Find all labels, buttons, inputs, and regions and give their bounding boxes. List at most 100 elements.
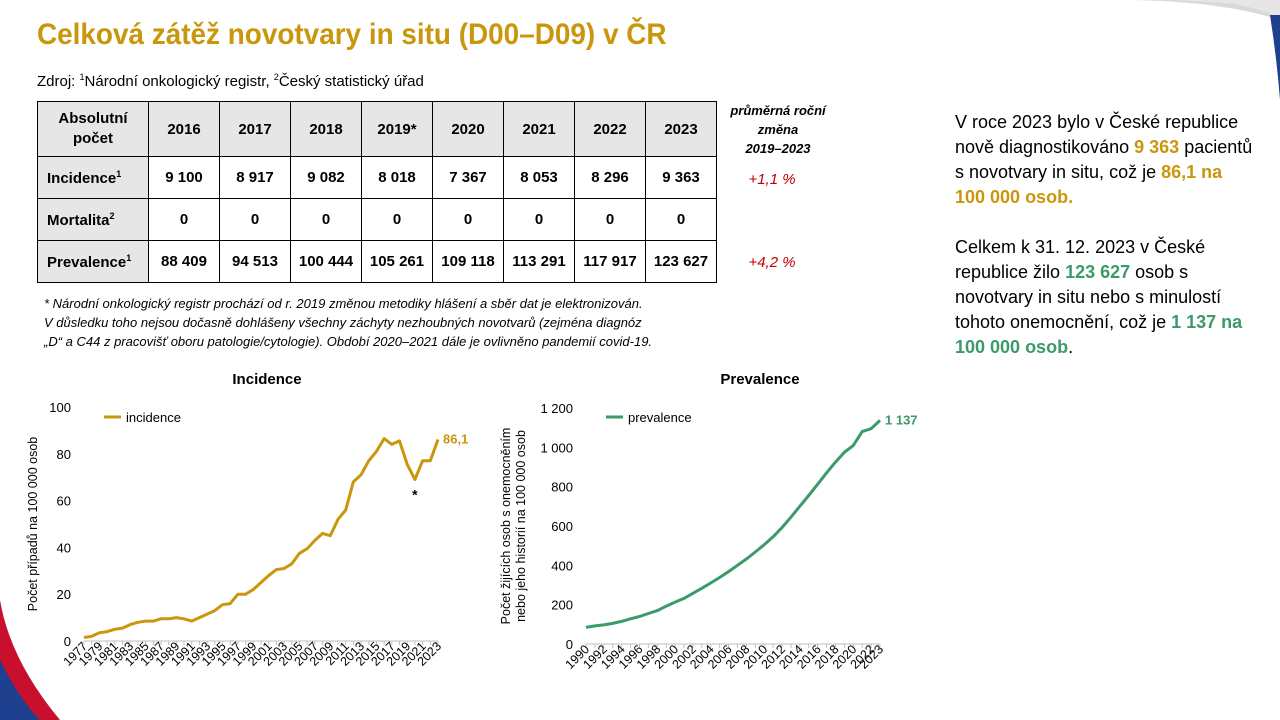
table-corner-label: Absolutní počet [37,101,149,157]
year-header: 2017 [219,101,291,157]
y-tick-label: 60 [57,494,71,509]
legend-label: incidence [126,410,181,425]
change-header-line: změna [757,122,799,137]
change-header-line: 2019–2023 [745,141,811,156]
table-cell: 0 [432,198,504,241]
end-value-label: 86,1 [443,432,468,447]
summary-text-part: Celkem k 31. 12. 2023 v České republice … [955,237,1206,282]
table-cell: 8 053 [503,156,575,199]
change-header: průměrná roční změna 2019–2023 [718,101,838,158]
source-sup-2: 2 [273,72,279,82]
end-value-label: 1 137 [885,412,918,427]
source-note: Zdroj: 1Národní onkologický registr, 2Če… [37,72,424,90]
footnote: * Národní onkologický registr prochází o… [44,294,734,351]
table-cell: 7 367 [432,156,504,199]
year-header: 2016 [148,101,220,157]
row-label-sup: 1 [116,168,122,179]
table-cell: 9 100 [148,156,220,199]
table-row-mortalita: Mortalita2 0 0 0 0 0 0 0 0 [37,198,717,241]
table-cell: 9 363 [645,156,717,199]
summary-highlight: 123 627 [1065,262,1131,282]
row-label-prevalence: Prevalence1 [37,240,149,283]
summary-highlight: 86,1 na 100 000 osob. [955,162,1223,207]
table-cell: 94 513 [219,240,291,283]
footnote-line: V důsledku toho nejsou dočasně dohlášeny… [44,315,642,330]
y-tick-label: 100 [49,400,71,415]
table-row-prevalence: Prevalence1 88 409 94 513 100 444 105 26… [37,240,717,283]
row-label-sup: 1 [126,252,132,263]
legend-label: prevalence [628,410,692,425]
table-cell: 0 [645,198,717,241]
y-axis-label: Počet žijících osob s onemocněním [499,428,513,625]
table-cell: 100 444 [290,240,362,283]
year-header: 2021 [503,101,575,157]
slide-corner-top-right [1135,0,1280,100]
prevalence-chart: Prevalence 0 200 400 600 800 1 000 1 200 Počet ž… [499,371,918,672]
table-cell: 8 296 [574,156,646,199]
table-cell: 8 018 [361,156,433,199]
annotation-asterisk: * [412,487,418,503]
table-cell: 109 118 [432,240,504,283]
row-label-text: Prevalence [47,253,127,271]
y-tick-label: 1 200 [540,401,573,416]
y-tick-label: 200 [551,598,573,613]
year-header: 2018 [290,101,362,157]
y-tick-label: 1 000 [540,440,573,455]
table-cell: 0 [503,198,575,241]
table-cell: 88 409 [148,240,220,283]
footnote-line: * Národní onkologický registr prochází o… [44,296,643,311]
y-axis-label: Počet případů na 100 000 osob [26,437,40,611]
row-label-incidence: Incidence1 [37,156,149,199]
table-cell: 0 [219,198,291,241]
page-title: Celková zátěž novotvary in situ (D00–D09… [37,18,667,51]
y-tick-label: 600 [551,519,573,534]
source-part-2: Český statistický úřad [278,73,424,90]
summary-highlight: 1 137 na 100 000 osob [955,312,1243,357]
change-incidence: +1,1 % [748,171,796,188]
table-cell: 105 261 [361,240,433,283]
row-label-text: Mortalita [47,211,110,229]
summary-text-part: pacientů s novotvary in situ, což je [955,137,1253,182]
year-header: 2023 [645,101,717,157]
summary-paragraph-incidence: V roce 2023 bylo v České republice nově … [955,110,1255,210]
table-cell: 113 291 [503,240,575,283]
table-cell: 0 [148,198,220,241]
chart-title: Prevalence [720,371,799,388]
summary-highlight: 9 363 [1134,137,1180,157]
change-header-line: průměrná roční [730,103,826,118]
summary-text: V roce 2023 bylo v České republice nově … [955,110,1255,360]
year-header: 2022 [574,101,646,157]
row-label-mortalita: Mortalita2 [37,198,149,241]
y-tick-label: 0 [64,634,71,649]
change-prevalence: +4,2 % [748,254,796,271]
table-cell: 9 082 [290,156,362,199]
series-line-incidence [83,437,440,639]
row-label-sup: 2 [109,210,115,221]
y-tick-label: 40 [57,540,71,555]
series-line-prevalence [585,419,882,629]
summary-table: Absolutní počet 2016 2017 2018 2019* 202… [37,101,717,283]
year-header: 2019* [361,101,433,157]
y-axis-label: nebo jeho historií na 100 000 osob [514,430,528,622]
incidence-chart: Incidence 0 20 40 60 80 100 Počet případů na 10… [26,371,468,669]
table-header-row: Absolutní počet 2016 2017 2018 2019* 202… [37,101,717,157]
chart-title: Incidence [232,371,301,388]
y-tick-label: 80 [57,447,71,462]
row-label-text: Incidence [47,169,117,187]
table-cell: 0 [361,198,433,241]
summary-text-part: . [1068,337,1074,357]
source-sup-1: 1 [79,72,85,82]
source-part-1: Národní onkologický registr, [84,73,274,90]
table-cell: 8 917 [219,156,291,199]
year-header: 2020 [432,101,504,157]
source-prefix: Zdroj: [37,73,80,90]
slide-corner-bottom-left [0,600,60,720]
summary-text-part: V roce 2023 bylo v České republice nově … [955,112,1239,157]
table-cell: 0 [574,198,646,241]
x-tick-label: 2023 [857,642,887,672]
y-tick-label: 20 [57,587,71,602]
footnote-line: „D“ a C44 z pracovišť oboru patologie/cy… [44,334,653,349]
summary-paragraph-prevalence: Celkem k 31. 12. 2023 v České republice … [955,235,1255,360]
y-tick-label: 400 [551,558,573,573]
summary-text-part: osob s novotvary in situ nebo s minulost… [955,262,1222,332]
